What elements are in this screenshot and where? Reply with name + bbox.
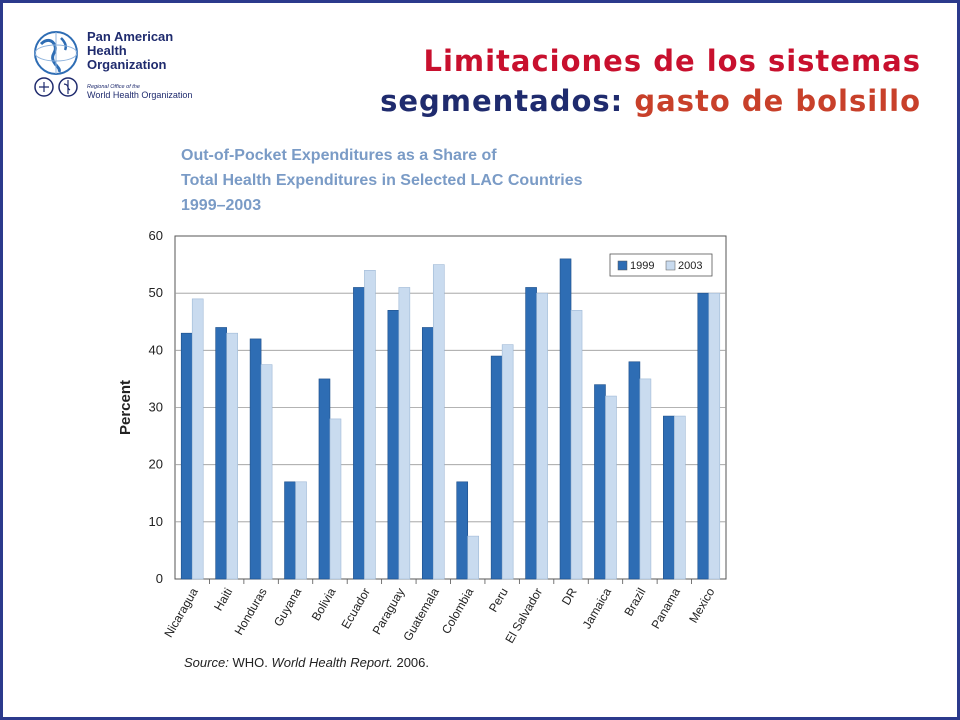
- y-tick-label: 10: [149, 514, 163, 529]
- bar-2003: [605, 395, 617, 580]
- x-tick-label: Panama: [648, 585, 683, 631]
- x-tick-label: Jamaica: [580, 585, 615, 631]
- x-tick-label: Guyana: [271, 585, 304, 629]
- bar-1999: [284, 481, 296, 580]
- x-tick-label: Peru: [486, 586, 511, 615]
- source-label: Source:: [184, 655, 229, 670]
- source-year: 2006.: [396, 655, 430, 670]
- bar-2003: [191, 298, 204, 580]
- bar-2003: [674, 415, 686, 580]
- paho-name-line: Health: [87, 43, 127, 58]
- bar-chart: 0 10 20 30 40 50 60 Percent Nicaragua HaitiHondur…: [117, 228, 727, 646]
- bar-1999: [490, 355, 503, 580]
- x-tick-label: Colombia: [439, 585, 477, 636]
- bar-1999: [180, 332, 193, 580]
- bar-1999: [215, 327, 227, 580]
- bar-2003: [536, 292, 548, 580]
- bar-2003: [226, 332, 238, 580]
- source-note: Source: WHO. World Health Report. 2006.: [184, 655, 429, 670]
- source-work: World Health Report.: [271, 655, 393, 670]
- y-tick-label: 0: [156, 571, 163, 586]
- x-tick-label: Honduras: [232, 586, 270, 638]
- figure-title-line3: 1999–2003: [181, 197, 262, 214]
- y-tick-label: 60: [149, 228, 163, 243]
- x-tick-label: DR: [559, 585, 580, 607]
- bar-1999: [249, 338, 262, 580]
- slide-title-line2-part2: gasto de bolsillo: [634, 84, 921, 118]
- source-org: WHO.: [232, 655, 268, 670]
- y-tick-label: 30: [149, 400, 163, 415]
- bar-2003: [501, 344, 514, 580]
- paho-logo: Pan American Health Organization Regiona…: [31, 28, 211, 108]
- paho-name-line: Pan American: [87, 29, 174, 44]
- bar-1999: [421, 327, 434, 580]
- slide-title-line2-part1: segmentados:: [380, 84, 624, 118]
- x-tick-label: Nicaragua: [161, 585, 201, 640]
- emblem-icons: [34, 77, 78, 97]
- legend-label: 1999: [630, 260, 654, 272]
- figure-title-line1: Out-of-Pocket Expenditures as a Share of: [181, 147, 497, 164]
- bar-1999: [353, 287, 365, 580]
- bar-2003: [398, 287, 411, 580]
- x-tick-label: Bolivia: [309, 585, 339, 623]
- bar-2003: [295, 481, 307, 580]
- bar-2003: [260, 364, 273, 580]
- bar-2003: [467, 535, 480, 580]
- x-tick-label: Ecuador: [339, 586, 373, 632]
- paho-name-line: Organization: [87, 57, 167, 72]
- legend-swatch: [665, 260, 676, 271]
- x-tick-label: Haiti: [211, 586, 235, 614]
- x-tick-label: Paraguay: [370, 586, 408, 637]
- bar-1999: [387, 310, 400, 580]
- who-label: World Health Organization: [87, 90, 193, 100]
- figure-title: Out-of-Pocket Expenditures as a Share of…: [181, 143, 583, 218]
- x-tick-label: Brazil: [621, 586, 648, 619]
- legend-swatch: [617, 260, 628, 271]
- legend-label: 2003: [678, 260, 702, 272]
- paho-name: Pan American Health Organization: [87, 30, 173, 72]
- regional-office-label: Regional Office of the: [87, 84, 140, 90]
- bar-1999: [628, 361, 641, 580]
- y-tick-label: 20: [149, 457, 163, 472]
- bar-1999: [559, 258, 572, 580]
- bar-2003: [639, 378, 652, 580]
- bar-2003: [708, 292, 721, 580]
- bar-1999: [697, 292, 710, 580]
- slide-title: Limitaciones de los sistemas segmentados…: [380, 41, 921, 121]
- y-tick-label: 50: [149, 285, 163, 300]
- bar-2003: [364, 269, 376, 580]
- y-tick-label: 40: [149, 342, 163, 357]
- who-emblem-icon: [58, 77, 78, 97]
- paho-emblem-icon: [34, 77, 54, 97]
- bar-2003: [432, 264, 445, 580]
- globe-icon: [34, 31, 78, 75]
- bar-1999: [318, 378, 331, 580]
- x-tick-label: Mexico: [686, 585, 717, 625]
- slide-title-line1: Limitaciones de los sistemas: [423, 44, 921, 78]
- figure-title-line2: Total Health Expenditures in Selected LA…: [181, 172, 583, 189]
- y-axis-label: Percent: [117, 380, 134, 435]
- bar-2003: [570, 310, 583, 580]
- slide-title-line2: segmentados: gasto de bolsillo: [380, 81, 921, 121]
- x-tick-label: Guatemala: [400, 585, 442, 643]
- bar-1999: [663, 415, 675, 580]
- legend-box: [609, 253, 713, 277]
- bar-1999: [594, 384, 606, 580]
- bar-2003: [329, 418, 342, 580]
- bar-1999: [525, 287, 537, 580]
- bar-1999: [456, 481, 469, 580]
